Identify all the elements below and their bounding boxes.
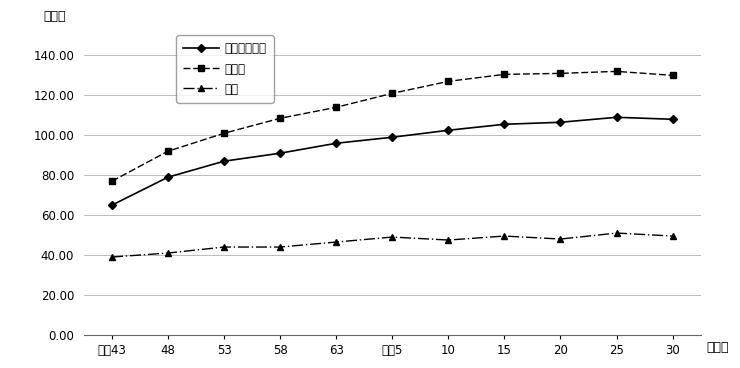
専用住宅平均	[500, 122, 509, 127]
借家	[444, 238, 453, 242]
借家	[556, 237, 565, 241]
借家	[220, 245, 229, 249]
持ち家	[444, 79, 453, 84]
借家	[612, 231, 621, 235]
専用住宅平均	[164, 175, 172, 179]
専用住宅平均	[612, 115, 621, 120]
借家	[388, 235, 397, 239]
持ち家	[612, 69, 621, 74]
借家	[276, 245, 285, 249]
専用住宅平均	[107, 203, 116, 207]
持ち家	[107, 179, 116, 183]
Line: 専用住宅平均: 専用住宅平均	[109, 114, 676, 208]
持ち家	[388, 91, 397, 96]
Text: （年）: （年）	[707, 341, 730, 354]
持ち家	[332, 105, 340, 110]
専用住宅平均	[668, 117, 677, 121]
持ち家	[668, 73, 677, 78]
Legend: 専用住宅平均, 持ち家, 借家: 専用住宅平均, 持ち家, 借家	[176, 35, 274, 103]
Line: 持ち家: 持ち家	[109, 68, 676, 185]
持ち家	[276, 116, 285, 120]
Text: （㎡）: （㎡）	[44, 10, 67, 24]
専用住宅平均	[388, 135, 397, 139]
Line: 借家: 借家	[109, 230, 676, 261]
借家	[164, 251, 172, 255]
持ち家	[500, 72, 509, 77]
借家	[500, 234, 509, 238]
専用住宅平均	[556, 120, 565, 124]
持ち家	[220, 131, 229, 135]
専用住宅平均	[332, 141, 340, 145]
借家	[332, 240, 340, 244]
借家	[668, 234, 677, 238]
専用住宅平均	[220, 159, 229, 163]
専用住宅平均	[276, 151, 285, 155]
借家	[107, 255, 116, 259]
持ち家	[164, 149, 172, 153]
専用住宅平均	[444, 128, 453, 132]
持ち家	[556, 71, 565, 75]
